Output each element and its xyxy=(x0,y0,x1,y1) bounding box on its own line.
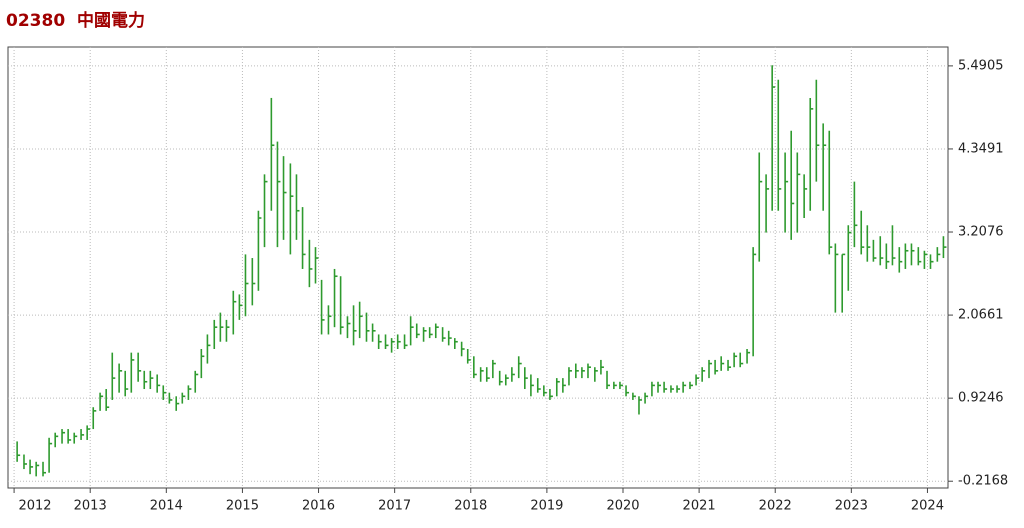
x-tick-label: 2024 xyxy=(911,499,944,514)
x-tick-label: 2019 xyxy=(530,499,563,514)
x-tick-label: 2022 xyxy=(759,499,792,514)
x-tick-label: 2015 xyxy=(226,499,259,514)
x-tick-label: 2012 xyxy=(18,499,51,514)
x-tick-label: 2013 xyxy=(74,499,107,514)
x-tick-label: 2021 xyxy=(683,499,716,514)
y-tick-label: -0.2168 xyxy=(958,474,1008,489)
x-tick-label: 2014 xyxy=(150,499,183,514)
x-tick-label: 2017 xyxy=(378,499,411,514)
x-tick-label: 2020 xyxy=(606,499,639,514)
x-tick-label: 2016 xyxy=(302,499,335,514)
y-tick-label: 5.4905 xyxy=(958,58,1004,73)
y-tick-label: 3.2076 xyxy=(958,225,1004,240)
x-tick-label: 2023 xyxy=(835,499,868,514)
plot-frame xyxy=(7,46,949,489)
y-tick-label: 4.3491 xyxy=(958,141,1004,156)
y-tick-label: 0.9246 xyxy=(958,391,1004,406)
chart-title: 02380 中國電力 xyxy=(6,10,145,31)
y-tick-label: 2.0661 xyxy=(958,308,1004,323)
x-tick-label: 2018 xyxy=(454,499,487,514)
